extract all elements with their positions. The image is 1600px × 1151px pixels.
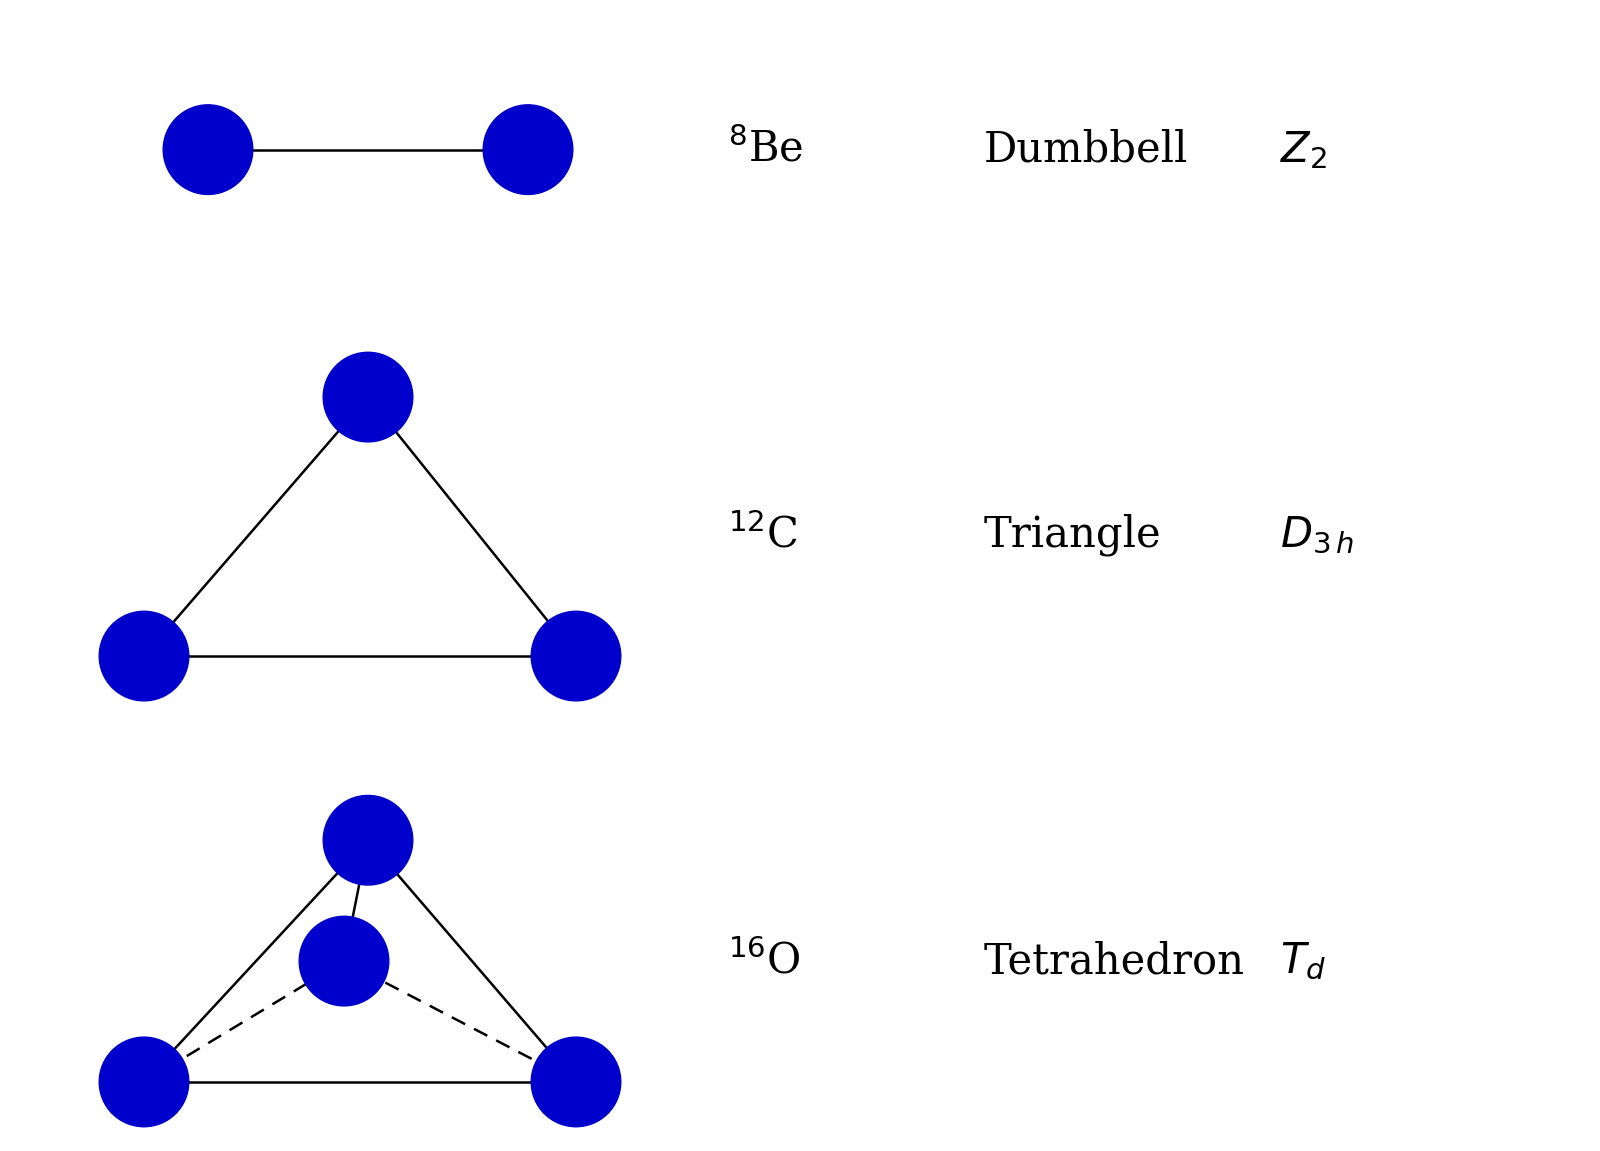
Text: Triangle: Triangle bbox=[984, 514, 1162, 556]
Ellipse shape bbox=[483, 105, 573, 195]
Text: Dumbbell: Dumbbell bbox=[984, 129, 1189, 170]
Ellipse shape bbox=[323, 795, 413, 885]
Ellipse shape bbox=[99, 1037, 189, 1127]
Ellipse shape bbox=[163, 105, 253, 195]
Ellipse shape bbox=[531, 611, 621, 701]
Text: $^{12}$C: $^{12}$C bbox=[728, 514, 798, 556]
Text: $^{8}$Be: $^{8}$Be bbox=[728, 129, 803, 170]
Text: $^{16}$O: $^{16}$O bbox=[728, 940, 800, 982]
Ellipse shape bbox=[323, 352, 413, 442]
Ellipse shape bbox=[99, 611, 189, 701]
Text: Tetrahedron: Tetrahedron bbox=[984, 940, 1245, 982]
Text: $T_d$: $T_d$ bbox=[1280, 940, 1326, 982]
Ellipse shape bbox=[531, 1037, 621, 1127]
Ellipse shape bbox=[299, 916, 389, 1006]
Text: $Z_2$: $Z_2$ bbox=[1280, 129, 1326, 170]
Text: $D_{3\,h}$: $D_{3\,h}$ bbox=[1280, 514, 1354, 556]
